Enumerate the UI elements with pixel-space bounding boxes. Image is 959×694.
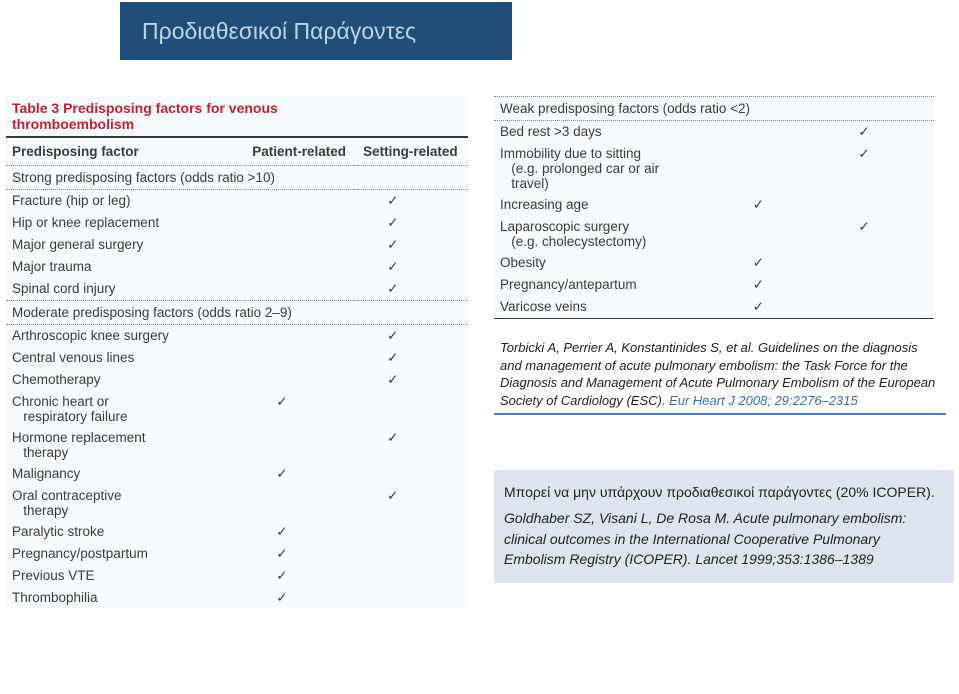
setting-tick: ✓ bbox=[357, 190, 468, 213]
col-patient: Patient-related bbox=[246, 137, 357, 166]
table-row: Thrombophilia✓ bbox=[6, 587, 468, 609]
table-row: Obesity✓ bbox=[494, 252, 934, 274]
citation-esc: Torbicki A, Perrier A, Konstantinides S,… bbox=[494, 335, 946, 415]
table-row: Oral contraceptive therapy✓ bbox=[6, 485, 468, 521]
cite2-line2: Goldhaber SZ, Visani L, De Rosa M. Acute… bbox=[504, 508, 944, 569]
factor-name: Laparoscopic surgery (e.g. cholecystecto… bbox=[494, 216, 723, 252]
moderate-section-label: Moderate predisposing factors (odds rati… bbox=[6, 301, 468, 325]
factor-name: Spinal cord injury bbox=[6, 278, 246, 301]
strong-section: Strong predisposing factors (odds ratio … bbox=[6, 166, 468, 190]
factor-name: Chemotherapy bbox=[6, 369, 246, 391]
factor-name: Major general surgery bbox=[6, 234, 246, 256]
table-row: Malignancy✓ bbox=[6, 463, 468, 485]
col-factor: Predisposing factor bbox=[6, 137, 246, 166]
factor-name: Central venous lines bbox=[6, 347, 246, 369]
factor-name: Bed rest >3 days bbox=[494, 121, 723, 143]
predisposing-table: Table 3 Predisposing factors for venous … bbox=[6, 96, 468, 609]
table-row: Chronic heart or respiratory failure✓ bbox=[6, 391, 468, 427]
slide-title-text: Προδιαθεσικοί Παράγοντες bbox=[142, 18, 416, 45]
table-row: Hormone replacement therapy✓ bbox=[6, 427, 468, 463]
factor-name: Varicose veins bbox=[494, 296, 723, 318]
weak-table: Bed rest >3 days✓ Immobility due to sitt… bbox=[494, 121, 934, 318]
table-title-1: Table 3 Predisposing factors for venous bbox=[6, 96, 468, 116]
factor-name: Obesity bbox=[494, 252, 723, 274]
table-row: Immobility due to sitting (e.g. prolonge… bbox=[494, 143, 934, 194]
table-row: Major trauma✓ bbox=[6, 256, 468, 278]
weak-section-label: Weak predisposing factors (odds ratio <2… bbox=[494, 97, 934, 121]
cite1-journal: Eur Heart J 2008; 29:2276–2315 bbox=[669, 393, 858, 408]
factor-name: Immobility due to sitting (e.g. prolonge… bbox=[494, 143, 723, 194]
factor-name: Paralytic stroke bbox=[6, 521, 246, 543]
table-row: Fracture (hip or leg) ✓ bbox=[6, 190, 468, 213]
factor-name: Hormone replacement therapy bbox=[6, 427, 246, 463]
factor-name: Thrombophilia bbox=[6, 587, 246, 609]
table-row: Hip or knee replacement✓ bbox=[6, 212, 468, 234]
table-row: Previous VTE✓ bbox=[6, 565, 468, 587]
table-row: Major general surgery✓ bbox=[6, 234, 468, 256]
table-row: Paralytic stroke✓ bbox=[6, 521, 468, 543]
table-row: Pregnancy/antepartum✓ bbox=[494, 274, 934, 296]
factors-table: Predisposing factor Patient-related Sett… bbox=[6, 136, 468, 609]
col-setting: Setting-related bbox=[357, 137, 468, 166]
moderate-section: Moderate predisposing factors (odds rati… bbox=[6, 301, 468, 325]
table-row: Pregnancy/postpartum✓ bbox=[6, 543, 468, 565]
factor-name: Oral contraceptive therapy bbox=[6, 485, 246, 521]
factor-name: Major trauma bbox=[6, 256, 246, 278]
factor-name: Arthroscopic knee surgery bbox=[6, 325, 246, 348]
patient-tick bbox=[246, 190, 357, 213]
table-row: Varicose veins✓ bbox=[494, 296, 934, 318]
table-title-2: thromboembolism bbox=[6, 116, 468, 136]
table-row: Spinal cord injury✓ bbox=[6, 278, 468, 301]
table-row: Central venous lines✓ bbox=[6, 347, 468, 369]
table-header-row: Predisposing factor Patient-related Sett… bbox=[6, 137, 468, 166]
table-row: Laparoscopic surgery (e.g. cholecystecto… bbox=[494, 216, 934, 252]
citation-icoper-box: Μπορεί να μην υπάρχουν προδιαθεσικοί παρ… bbox=[494, 470, 954, 583]
weak-factors-table: Weak predisposing factors (odds ratio <2… bbox=[494, 96, 934, 319]
table-row: Chemotherapy✓ bbox=[6, 369, 468, 391]
factor-name: Pregnancy/antepartum bbox=[494, 274, 723, 296]
factor-name: Malignancy bbox=[6, 463, 246, 485]
strong-section-label: Strong predisposing factors (odds ratio … bbox=[6, 166, 468, 190]
slide-title: Προδιαθεσικοί Παράγοντες bbox=[120, 2, 512, 60]
factor-name: Fracture (hip or leg) bbox=[6, 190, 246, 213]
factor-name: Previous VTE bbox=[6, 565, 246, 587]
table-row: Bed rest >3 days✓ bbox=[494, 121, 934, 143]
table-row: Arthroscopic knee surgery✓ bbox=[6, 325, 468, 348]
cite2-line1: Μπορεί να μην υπάρχουν προδιαθεσικοί παρ… bbox=[504, 482, 944, 502]
factor-name: Chronic heart or respiratory failure bbox=[6, 391, 246, 427]
factor-name: Pregnancy/postpartum bbox=[6, 543, 246, 565]
factor-name: Increasing age bbox=[494, 194, 723, 216]
table-row: Increasing age✓ bbox=[494, 194, 934, 216]
cite1-authors: Torbicki A, Perrier A, Konstantinides S,… bbox=[500, 340, 758, 355]
factor-name: Hip or knee replacement bbox=[6, 212, 246, 234]
